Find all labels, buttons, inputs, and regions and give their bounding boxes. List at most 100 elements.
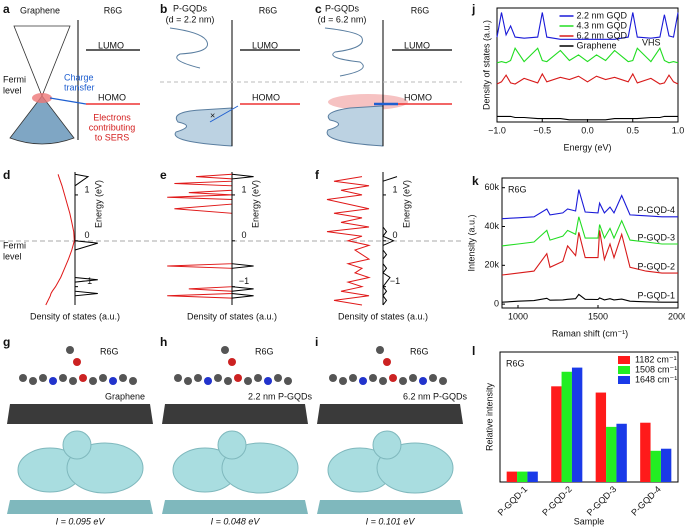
- atom: [73, 358, 81, 366]
- sheet-bottom: [162, 500, 308, 514]
- label: Fermi: [3, 74, 26, 84]
- dos-curve: [326, 176, 371, 306]
- blocked-mark: ×: [210, 110, 215, 120]
- atom: [119, 374, 127, 382]
- x-axis-label: Density of states (a.u.): [187, 311, 277, 321]
- y-tick-label: −1: [82, 276, 92, 286]
- label: to SERS: [95, 132, 130, 142]
- y-tick-label: 0: [392, 230, 397, 240]
- y-axis-label: Density of states (a.u.): [481, 20, 491, 110]
- molecule-label: R6G: [100, 346, 119, 356]
- x-tick-label: −0.5: [533, 125, 551, 135]
- schematic-b: × P-GQDs (d = 2.2 nm) R6G LUMO HOMO: [160, 3, 308, 147]
- atom: [224, 377, 232, 385]
- bar: [660, 448, 672, 482]
- molecule-label: R6G: [255, 346, 274, 356]
- label: P-GQDs: [325, 3, 360, 13]
- atom: [349, 374, 357, 382]
- y-axis-label: Energy (eV): [93, 180, 103, 228]
- sheet: [317, 404, 463, 424]
- fermi-label: Fermi: [3, 240, 26, 250]
- label: contributing: [89, 122, 136, 132]
- sheet: [7, 404, 153, 424]
- y-tick-label: 0: [84, 230, 89, 240]
- dirac-cone-lower: [9, 95, 75, 145]
- interaction-energy: I = 0.101 eV: [366, 516, 416, 526]
- y-tick-label: 20k: [484, 260, 499, 270]
- x-tick-label: 1500: [588, 311, 608, 321]
- y-tick-label: 40k: [484, 221, 499, 231]
- series-label: P-GQD-3: [637, 232, 675, 242]
- annotation: VHS: [642, 37, 661, 47]
- x-axis-label: Raman shift (cm⁻¹): [552, 328, 628, 338]
- bar: [595, 392, 607, 482]
- panel-label: f: [315, 168, 320, 182]
- label: HOMO: [98, 92, 126, 102]
- fermi-label: level: [3, 251, 22, 261]
- atom: [194, 374, 202, 382]
- atom: [439, 377, 447, 385]
- bar: [527, 471, 538, 482]
- legend-label: 1648 cm⁻¹: [635, 374, 677, 384]
- label: R6G: [259, 5, 278, 15]
- y-tick-label: 1: [392, 184, 397, 194]
- atom: [49, 377, 57, 385]
- legend-swatch: [618, 376, 630, 384]
- y-axis-label: Relative intensity: [484, 382, 494, 451]
- panel-label: j: [471, 2, 475, 16]
- atom: [399, 377, 407, 385]
- line-series: [497, 115, 678, 121]
- interaction-energy: I = 0.048 eV: [211, 516, 261, 526]
- x-tick-label: −1.0: [488, 125, 506, 135]
- atom: [214, 374, 222, 382]
- bar: [616, 423, 627, 482]
- atom: [19, 374, 27, 382]
- y-axis-label: Intensity (a.u.): [466, 214, 476, 271]
- panel-label: l: [472, 344, 475, 358]
- legend-label: 1508 cm⁻¹: [635, 364, 677, 374]
- y-tick-label: 60k: [484, 182, 499, 192]
- substrate-label: 6.2 nm P-GQDs: [403, 391, 468, 401]
- atom: [419, 377, 427, 385]
- label: level: [3, 85, 22, 95]
- orbital: [372, 430, 402, 460]
- label: R6G: [411, 5, 430, 15]
- series-label: P-GQD-1: [637, 291, 675, 301]
- atom: [254, 374, 262, 382]
- panel-label: a: [3, 2, 10, 16]
- bar: [571, 367, 583, 482]
- filled-states: [326, 105, 384, 147]
- electron-cloud: [32, 93, 52, 103]
- bar: [640, 422, 651, 482]
- line-series: [496, 46, 679, 64]
- annotation: R6G: [508, 184, 527, 194]
- label: HOMO: [404, 92, 432, 102]
- line-series: [501, 293, 678, 303]
- dos-curve: [45, 174, 75, 306]
- x-axis-label: Energy (eV): [563, 142, 611, 152]
- label: Electrons: [93, 112, 131, 122]
- atom: [29, 377, 37, 385]
- dos-curve: [74, 173, 98, 305]
- transfer-arrow: [49, 97, 87, 105]
- sheet-bottom: [7, 500, 153, 514]
- transfer-arrow: [209, 105, 239, 123]
- annotation: R6G: [506, 358, 525, 368]
- sheet: [162, 404, 308, 424]
- dirac-cone-upper: [13, 25, 71, 98]
- atom: [339, 377, 347, 385]
- series-label: P-GQD-2: [637, 261, 675, 271]
- legend-swatch: [618, 366, 630, 374]
- legend-label: 2.2 nm GQD: [577, 10, 628, 20]
- atom: [389, 374, 397, 382]
- label: LUMO: [98, 40, 124, 50]
- y-tick-label: −1: [239, 276, 249, 286]
- label: Charge: [64, 72, 94, 82]
- y-axis-label: Energy (eV): [250, 180, 260, 228]
- atom: [204, 377, 212, 385]
- bar: [517, 471, 528, 482]
- atom: [129, 377, 137, 385]
- panel-label: d: [3, 168, 10, 182]
- plot-frame: [501, 177, 679, 309]
